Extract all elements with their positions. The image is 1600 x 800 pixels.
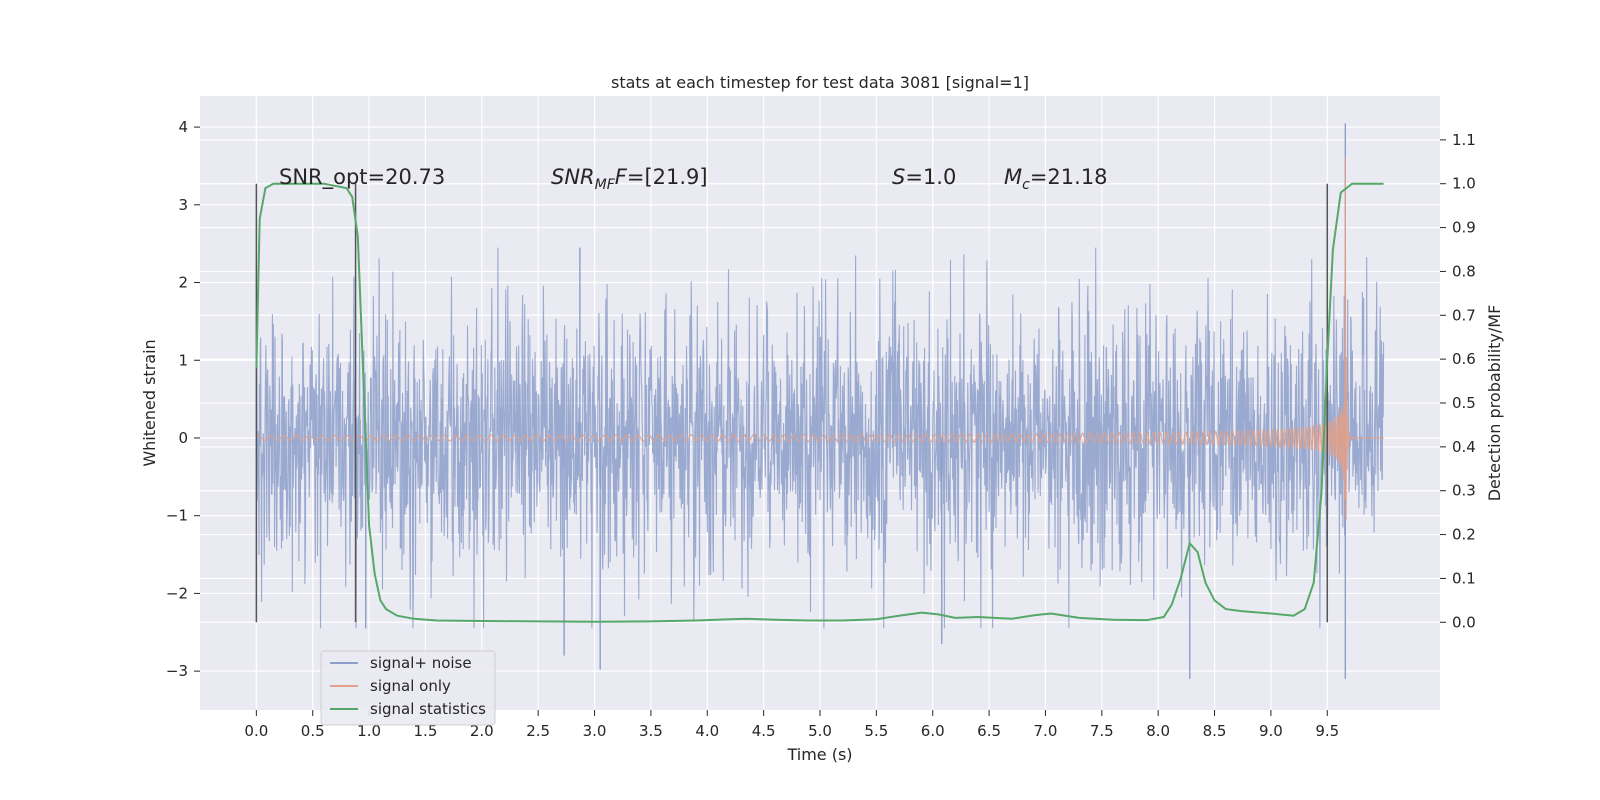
y-tick-label: −2 [166, 584, 188, 602]
y-right-tick-label: 0.2 [1452, 526, 1476, 544]
y-right-tick-label: 0.6 [1452, 350, 1476, 368]
y-right-tick-label: 0.7 [1452, 306, 1476, 324]
y-right-tick-label: 0.9 [1452, 219, 1476, 237]
mc-value: =21.18 [1030, 165, 1108, 189]
legend-label-signal-only: signal only [370, 677, 451, 695]
y-axis-right-label: Detection probability/MF [1485, 305, 1504, 502]
legend-label-signal-statistics: signal statistics [370, 700, 486, 718]
y-right-tick-label: 0.8 [1452, 262, 1476, 280]
x-tick-label: 2.5 [526, 722, 550, 740]
x-tick-label: 6.5 [977, 722, 1001, 740]
y-tick-label: 1 [178, 351, 188, 369]
x-tick-label: 7.5 [1090, 722, 1114, 740]
s-var: S [892, 165, 905, 189]
chart-title: stats at each timestep for test data 308… [611, 73, 1029, 92]
x-tick-label: 1.5 [414, 722, 438, 740]
x-tick-label: 3.5 [639, 722, 663, 740]
x-tick-label: 9.5 [1315, 722, 1339, 740]
noise-trace [255, 247, 1385, 629]
y-tick-label: 0 [178, 429, 188, 447]
y-tick-label: 2 [178, 274, 188, 292]
x-tick-label: 0.0 [244, 722, 268, 740]
y-right-tick-label: 1.1 [1452, 131, 1476, 149]
y-tick-label: −1 [166, 507, 188, 525]
legend-box [320, 650, 496, 726]
statistics-line [255, 182, 1384, 623]
annotation-mc: Mc=21.18 [1004, 165, 1108, 193]
annotation-s: S=1.0 [892, 165, 956, 189]
y-axis-label: Whitened strain [140, 339, 159, 466]
annotation-snr-opt: SNR_opt=20.73 [279, 165, 445, 190]
x-tick-label: 9.0 [1259, 722, 1283, 740]
y-right-tick-label: 1.0 [1452, 175, 1476, 193]
x-tick-label: 2.0 [470, 722, 494, 740]
snr-mf-value: =[21.9] [627, 165, 708, 189]
mc-var: M [1004, 165, 1022, 189]
y-right-tick-label: 0.4 [1452, 438, 1476, 456]
snr-mf-var: SNR [551, 165, 595, 189]
x-tick-label: 6.0 [921, 722, 945, 740]
y-right-tick-label: 0.3 [1452, 482, 1476, 500]
x-tick-label: 4.5 [752, 722, 776, 740]
x-axis-ticks: 0.0 0.5 1.0 1.5 2.0 2.5 3.0 3.5 4.0 4.5 5.0 5.5 6.0 6… [244, 710, 1339, 740]
annotation-snr-mf: SNRMFF=[21.9] [551, 165, 708, 193]
y-tick-label: 4 [178, 118, 188, 136]
snr-mf-f: F [615, 165, 628, 189]
x-tick-label: 8.0 [1146, 722, 1170, 740]
y-tick-label: 3 [178, 196, 188, 214]
y-tick-label: −3 [166, 662, 188, 680]
mc-sub: c [1022, 177, 1030, 193]
x-tick-label: 5.0 [808, 722, 832, 740]
y-axis-right-ticks: 0.0 0.1 0.2 0.3 0.4 0.5 0.6 0.7 0.8 0.9 1.0 1.1 [1440, 131, 1476, 631]
series-signal-only [255, 158, 1384, 521]
y-right-tick-label: 0.5 [1452, 394, 1476, 412]
x-tick-label: 7.0 [1034, 722, 1058, 740]
series-signal-statistics [255, 182, 1384, 623]
s-value: =1.0 [905, 165, 956, 189]
legend-label-signal-noise: signal+ noise [370, 654, 472, 672]
y-right-tick-label: 0.1 [1452, 569, 1476, 587]
snr-mf-sub: MF [595, 177, 616, 193]
x-axis-label: Time (s) [786, 745, 852, 764]
x-tick-label: 3.0 [583, 722, 607, 740]
vertical-markers [255, 183, 1329, 623]
x-tick-label: 4.0 [695, 722, 719, 740]
x-tick-label: 1.0 [357, 722, 381, 740]
x-tick-label: 8.5 [1203, 722, 1227, 740]
x-tick-label: 5.5 [864, 722, 888, 740]
chirp-trace [255, 158, 1384, 521]
y-axis-ticks: −3 −2 −1 0 1 2 3 4 [166, 118, 200, 680]
y-right-tick-label: 0.0 [1452, 613, 1476, 631]
legend: signal+ noise signal only signal statist… [320, 650, 496, 726]
x-tick-label: 0.5 [301, 722, 325, 740]
